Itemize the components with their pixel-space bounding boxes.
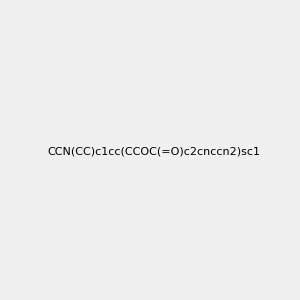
Text: CCN(CC)c1cc(CCOC(=O)c2cnccn2)sc1: CCN(CC)c1cc(CCOC(=O)c2cnccn2)sc1 [47, 146, 260, 157]
